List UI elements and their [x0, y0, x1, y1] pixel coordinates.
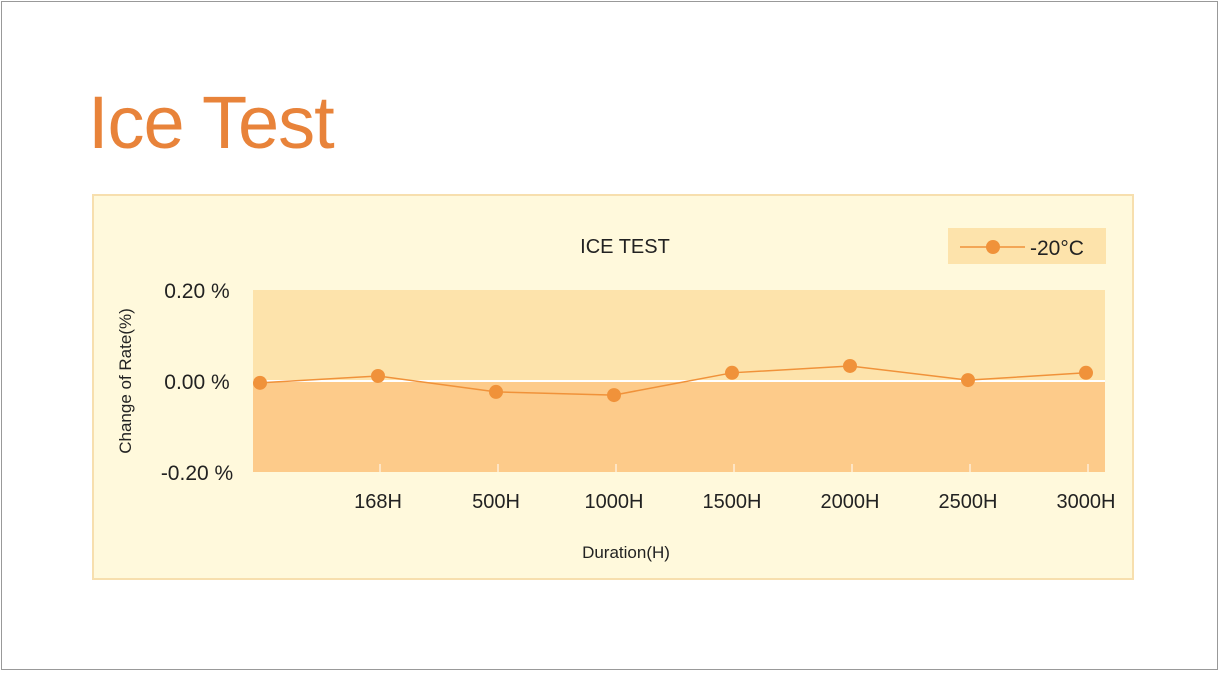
x-tick-label: 3000H	[1057, 491, 1116, 513]
data-point	[607, 388, 621, 403]
data-point	[371, 368, 385, 383]
chart-title: ICE TEST	[580, 236, 670, 258]
y-tick-label: 0.00 %	[164, 371, 229, 394]
data-point	[961, 373, 975, 388]
upper-band	[253, 290, 1105, 381]
data-point	[489, 384, 503, 399]
data-point	[725, 365, 739, 380]
lower-band	[253, 381, 1105, 472]
x-tick-label: 2500H	[939, 491, 998, 513]
x-tick-label: 168H	[354, 491, 402, 513]
data-point	[843, 358, 857, 373]
x-tick-label: 500H	[472, 491, 520, 513]
series-line	[259, 365, 1087, 396]
data-point	[253, 375, 267, 390]
data-point	[1079, 365, 1093, 380]
page-title: Ice Test	[88, 81, 335, 164]
x-axis-label: Duration(H)	[582, 543, 670, 562]
legend-box	[948, 228, 1106, 264]
x-tick-label: 1500H	[703, 491, 762, 513]
x-tick-label: 2000H	[821, 491, 880, 513]
legend-marker	[986, 240, 1000, 254]
x-tick-label: 1000H	[585, 491, 644, 513]
y-axis-label: Change of Rate(%)	[116, 308, 135, 454]
y-tick-label: -0.20 %	[161, 462, 233, 485]
legend-label: -20°C	[1030, 237, 1084, 260]
y-tick-label: 0.20 %	[164, 280, 229, 303]
